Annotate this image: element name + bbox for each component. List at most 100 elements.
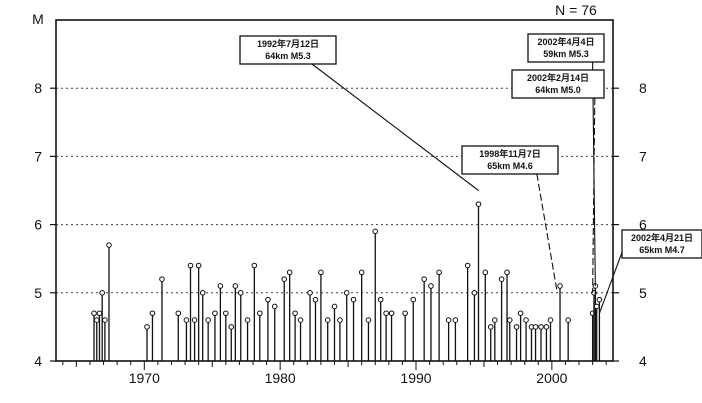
data-point-21 (237, 290, 244, 296)
y-tick-label-right-5: 5 (639, 285, 647, 301)
data-point-28 (286, 269, 293, 276)
data-point-70 (565, 317, 571, 323)
data-point-57 (492, 317, 498, 323)
data-point-61 (513, 324, 520, 330)
data-point-31 (307, 290, 313, 296)
y-tick-label-right-7: 7 (639, 148, 647, 164)
data-point-0 (91, 310, 97, 317)
x-tick-label-1980: 1980 (265, 370, 296, 386)
data-point-33 (318, 269, 324, 276)
data-point-23 (251, 262, 258, 269)
data-point-13 (195, 262, 202, 269)
data-point-62 (517, 310, 524, 317)
data-point-26 (271, 303, 278, 310)
data-point-30 (297, 317, 304, 323)
annotation-leader-4 (598, 252, 623, 314)
annotation-date-2: 2002年4月4日 (537, 36, 594, 47)
data-point-38 (350, 296, 357, 303)
y-tick-label-left-8: 8 (34, 80, 42, 96)
data-point-48 (428, 283, 434, 289)
data-point-35 (331, 303, 338, 310)
data-point-63 (523, 317, 529, 323)
data-point-34 (324, 317, 331, 323)
data-point-53 (471, 290, 478, 296)
x-tick-label-1990: 1990 (400, 370, 431, 386)
data-point-44 (388, 310, 395, 317)
annotation-box-4 (621, 229, 702, 259)
gridlines (56, 87, 613, 294)
data-point-15 (205, 317, 211, 323)
y-tick-label-left-7: 7 (34, 148, 42, 164)
y-tick-label-left-4: 4 (34, 353, 42, 369)
data-point-2 (96, 310, 103, 317)
data-point-49 (436, 269, 442, 276)
annotation-date-0: 1992年7月12日 (257, 38, 319, 49)
data-point-20 (232, 283, 239, 289)
annotation-box-2 (527, 33, 605, 63)
data-point-4 (102, 317, 108, 323)
data-point-42 (377, 296, 384, 303)
annotation-detail-4: 65km M4.7 (639, 245, 685, 255)
data-point-58 (498, 276, 505, 282)
data-point-50 (445, 317, 452, 323)
data-point-10 (183, 317, 190, 323)
x-tick-label-2000: 2000 (536, 370, 567, 386)
y-axis-title: M (32, 11, 44, 27)
data-point-37 (343, 290, 350, 296)
data-point-52 (464, 262, 471, 269)
count-label: N = 76 (555, 2, 597, 18)
data-point-12 (191, 317, 198, 323)
annotation-detail-2: 59km M5.3 (543, 49, 589, 59)
data-point-6 (144, 324, 150, 330)
data-point-32 (312, 296, 319, 303)
x-tick-label-1970: 1970 (129, 370, 160, 386)
data-point-1 (93, 317, 100, 323)
y-tick-label-right-6: 6 (639, 217, 647, 233)
data-point-29 (292, 310, 298, 317)
data-point-19 (228, 324, 235, 330)
y-tick-label-right-4: 4 (639, 353, 647, 369)
data-point-39 (358, 269, 365, 276)
data-point-54 (475, 201, 482, 207)
data-point-69 (557, 283, 563, 289)
data-point-25 (265, 296, 271, 303)
data-point-66 (538, 324, 544, 330)
data-point-51 (452, 317, 459, 323)
annotation-date-3: 2002年2月14日 (527, 72, 589, 83)
y-tick-label-left-6: 6 (34, 217, 42, 233)
data-point-24 (256, 310, 263, 317)
annotation-leader-0 (311, 63, 479, 191)
data-point-59 (504, 269, 510, 276)
data-point-65 (532, 324, 539, 330)
annotation-leaders (311, 61, 623, 314)
y-tick-label-right-8: 8 (639, 80, 647, 96)
data-point-14 (199, 290, 206, 296)
data-point-40 (365, 317, 372, 323)
data-point-75 (596, 296, 603, 303)
data-point-5 (106, 242, 112, 248)
annotation-detail-1: 65km M4.6 (487, 161, 533, 171)
data-point-60 (506, 317, 513, 323)
data-stems (91, 201, 603, 361)
axes: 4 4 5 5 6 6 7 7 8 8 1970 1980 1990 2000 (34, 80, 647, 386)
data-point-17 (217, 283, 224, 289)
annotation-date-4: 2002年4月21日 (631, 232, 693, 243)
data-point-43 (383, 310, 389, 317)
annotation-leader-1 (536, 173, 558, 293)
data-point-46 (410, 296, 417, 303)
annotation-box-0 (239, 35, 337, 65)
data-point-9 (175, 310, 182, 317)
annotation-leader-3 (592, 97, 596, 293)
data-point-16 (212, 310, 218, 317)
annotation-detail-3: 64km M5.0 (535, 85, 581, 95)
data-point-8 (159, 276, 165, 282)
data-point-47 (421, 276, 427, 282)
data-point-3 (99, 290, 105, 296)
annotation-box-1 (461, 145, 559, 175)
annotation-boxes: 1992年7月12日 64km M5.3 1998年11月7日 65km M4.6 20… (239, 33, 702, 259)
y-tick-label-left-5: 5 (34, 285, 42, 301)
annotation-detail-0: 64km M5.3 (265, 51, 311, 61)
data-point-55 (482, 269, 489, 276)
data-point-67 (543, 324, 550, 330)
